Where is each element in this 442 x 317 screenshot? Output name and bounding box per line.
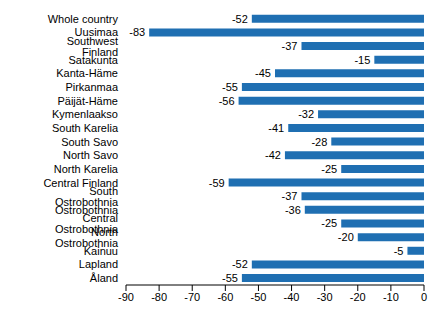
svg-text:-42: -42 [265,149,281,161]
svg-text:-30: -30 [317,291,333,303]
svg-text:-20: -20 [350,291,366,303]
svg-text:-40: -40 [284,291,300,303]
svg-text:Kanta-Häme: Kanta-Häme [56,67,118,79]
svg-text:Åland: Åland [90,272,118,284]
svg-text:-80: -80 [151,291,167,303]
svg-text:North Karelia: North Karelia [54,163,119,175]
svg-text:-10: -10 [383,291,399,303]
svg-text:-52: -52 [232,258,248,270]
svg-text:-60: -60 [217,291,233,303]
svg-text:-15: -15 [354,54,370,66]
svg-text:-28: -28 [311,136,327,148]
svg-text:-59: -59 [209,177,225,189]
svg-text:South Karelia: South Karelia [52,122,119,134]
svg-text:-56: -56 [219,95,235,107]
svg-text:-25: -25 [321,163,337,175]
svg-text:-20: -20 [338,231,354,243]
svg-text:South Savo: South Savo [61,136,118,148]
svg-text:Whole country: Whole country [48,13,119,25]
svg-text:Kainuu: Kainuu [84,245,118,257]
svg-text:Päijät-Häme: Päijät-Häme [57,95,118,107]
svg-text:-25: -25 [321,217,337,229]
svg-text:Satakunta: Satakunta [68,54,118,66]
svg-text:-32: -32 [298,108,314,120]
svg-text:-55: -55 [222,272,238,284]
svg-text:-55: -55 [222,81,238,93]
svg-text:-37: -37 [282,190,298,202]
svg-text:-90: -90 [118,291,134,303]
svg-text:0: 0 [421,291,427,303]
svg-text:-83: -83 [129,26,145,38]
svg-text:-52: -52 [232,13,248,25]
svg-text:-37: -37 [282,40,298,52]
svg-text:-50: -50 [250,291,266,303]
svg-text:-45: -45 [255,67,271,79]
svg-text:North Savo: North Savo [63,149,118,161]
svg-text:Pirkanmaa: Pirkanmaa [65,81,118,93]
svg-text:Kymenlaakso: Kymenlaakso [52,108,118,120]
svg-text:-70: -70 [184,291,200,303]
svg-text:Lapland: Lapland [79,258,118,270]
svg-text:-5: -5 [394,245,404,257]
svg-text:-41: -41 [268,122,284,134]
svg-text:-36: -36 [285,204,301,216]
